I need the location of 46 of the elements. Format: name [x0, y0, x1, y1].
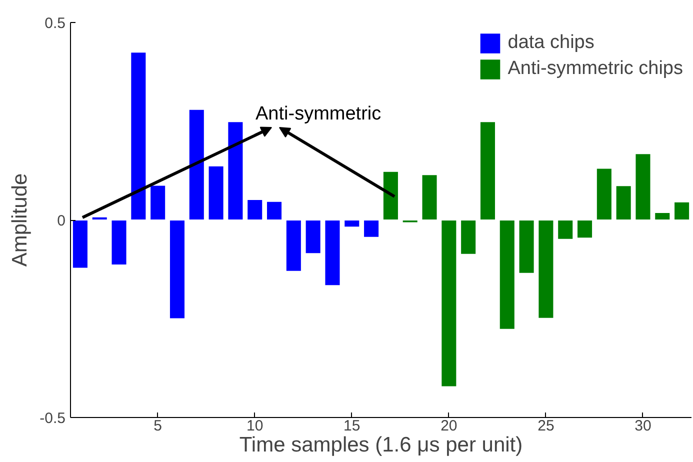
bar	[615, 185, 632, 220]
bar	[402, 220, 418, 224]
legend-label: data chips	[508, 32, 594, 54]
y-axis-title: Amplitude	[8, 173, 32, 267]
x-tick-label: 20	[440, 418, 458, 434]
bar	[344, 220, 360, 228]
bar	[498, 220, 516, 330]
x-tick-label: 10	[246, 418, 264, 434]
bar	[460, 220, 477, 255]
bar	[72, 220, 88, 269]
bar	[150, 184, 166, 220]
x-tick-label: 30	[634, 418, 652, 434]
bar	[91, 216, 108, 220]
x-tick-label: 15	[344, 418, 360, 434]
annotation: Anti-symmetric	[256, 104, 382, 124]
bar	[634, 153, 652, 220]
bar	[110, 220, 128, 266]
bar	[674, 201, 690, 220]
x-tick-label: 25	[538, 418, 554, 434]
bar	[363, 220, 380, 238]
y-tick-label: 0	[57, 212, 66, 230]
bar	[130, 52, 147, 220]
bar	[168, 220, 186, 320]
bar	[479, 121, 496, 220]
bar	[304, 220, 322, 254]
bar	[285, 220, 302, 272]
bar	[246, 198, 264, 220]
y-tick-label: -0.5	[40, 410, 66, 427]
x-axis-title: Time samples (1.6 μs per unit)	[239, 434, 523, 456]
bar	[440, 220, 458, 388]
bar	[208, 165, 224, 220]
bar	[421, 174, 438, 220]
bar	[596, 168, 612, 220]
bar	[557, 220, 574, 240]
bar	[382, 170, 399, 220]
x-tick-label: 5	[154, 418, 162, 434]
bar	[324, 220, 341, 286]
y-tick-label: 0.5	[44, 15, 66, 32]
bar	[538, 220, 554, 319]
bar	[518, 220, 535, 274]
bar	[576, 220, 594, 239]
bar	[654, 212, 671, 220]
bar	[188, 108, 205, 220]
bar	[266, 200, 283, 220]
bar	[227, 121, 244, 220]
legend-label: Anti-symmetric chips	[508, 58, 683, 80]
